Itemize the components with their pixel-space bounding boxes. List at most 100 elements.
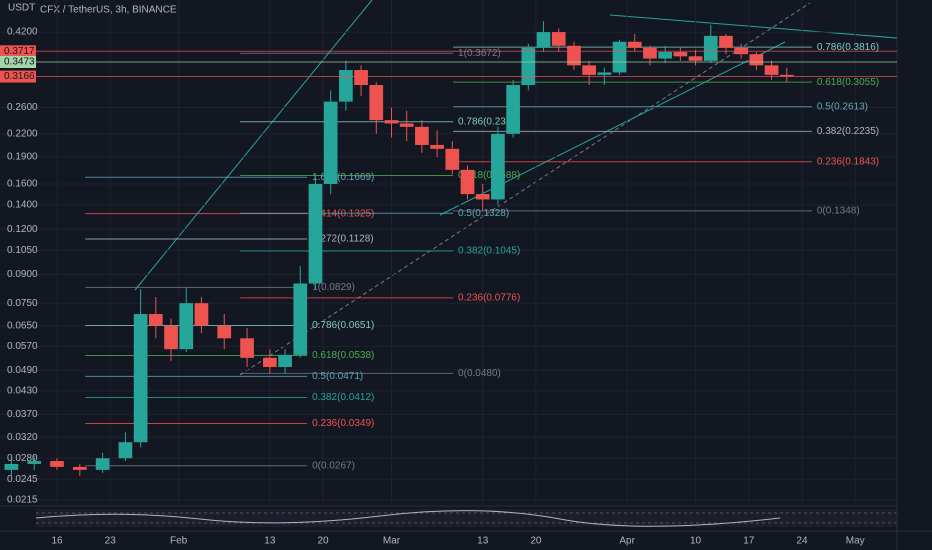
y-tick-label: 0.0215 xyxy=(7,494,38,505)
fib-label: 1(0.3672) xyxy=(458,48,501,59)
candle-body xyxy=(164,325,178,350)
candle-body xyxy=(567,45,581,66)
candle-body xyxy=(308,183,323,284)
candle-body xyxy=(278,354,292,367)
fib-label: 0.236(0.1843) xyxy=(817,156,879,167)
candle-body xyxy=(582,65,596,75)
fib-label: 0.382(0.0412) xyxy=(312,392,374,403)
fib-label: 0.5(0.2613) xyxy=(817,101,868,112)
fib-label: 0.786(0.2376) xyxy=(458,116,520,127)
y-tick-label: 0.0650 xyxy=(7,320,38,331)
y-tick-label: 0.0280 xyxy=(7,453,38,464)
fib-label: 0.618(0.0538) xyxy=(312,350,374,361)
candle-body xyxy=(384,120,399,124)
fib-label: 0.5(0.0471) xyxy=(312,371,363,382)
fib-label: 0.786(0.3816) xyxy=(817,42,879,53)
fib-label: 0.618(0.3055) xyxy=(817,77,879,88)
trendline xyxy=(134,0,373,291)
x-tick-label: May xyxy=(846,536,865,547)
candle-body xyxy=(597,72,612,75)
price-tag xyxy=(0,55,36,68)
fib-label: 0.382(0.1045) xyxy=(458,246,520,257)
candle-body xyxy=(133,314,148,443)
candle-body xyxy=(521,47,536,86)
candle-body xyxy=(673,52,688,57)
candle-body xyxy=(415,126,429,145)
y-tick-label: 0.1900 xyxy=(7,152,38,163)
y-tick-label: 0.0570 xyxy=(7,341,38,352)
x-tick-label: Mar xyxy=(383,536,401,547)
x-tick-label: 10 xyxy=(690,536,702,547)
candle-body xyxy=(118,442,133,459)
price-tag xyxy=(0,70,36,83)
candle-body xyxy=(354,70,368,86)
y-tick-label: 0.0245 xyxy=(7,474,38,485)
candle-body xyxy=(369,85,384,121)
rsi-pane xyxy=(36,509,897,527)
candle-body xyxy=(72,466,87,470)
candle-body xyxy=(779,74,794,77)
price-tag-label: 0.3473 xyxy=(4,57,35,68)
candle-body xyxy=(323,101,338,184)
trendline xyxy=(239,2,811,376)
candle-body xyxy=(240,338,254,358)
candle-body xyxy=(719,35,733,48)
candle-body xyxy=(50,461,64,467)
candle-body xyxy=(627,41,642,48)
candle-body xyxy=(688,56,703,61)
fib-label: 0(0.0267) xyxy=(312,460,355,471)
candle-body xyxy=(506,85,520,134)
y-tick-label: 0.0320 xyxy=(7,432,38,443)
y-tick-label: 0.0750 xyxy=(7,298,38,309)
chart-title: CFX / TetherUS, 3h, BINANCE xyxy=(40,5,177,16)
y-axis-label: USDT xyxy=(8,3,35,14)
x-tick-label: 16 xyxy=(51,536,63,547)
candle-body xyxy=(703,35,718,61)
x-tick-label: 24 xyxy=(796,536,808,547)
y-tick-label: 0.1600 xyxy=(7,179,38,190)
fib-label: 0.382(0.2235) xyxy=(817,126,879,137)
candle-body xyxy=(491,133,505,200)
candle-body xyxy=(612,41,627,73)
candle-body xyxy=(179,303,194,350)
candle-body xyxy=(339,70,353,102)
candle-body xyxy=(658,52,672,59)
candle-body xyxy=(764,65,779,75)
fib-label: 0.618(0.1688) xyxy=(458,170,520,181)
candle-body xyxy=(399,123,414,127)
candle-body xyxy=(749,54,764,66)
candle-body xyxy=(536,32,551,48)
y-tick-label: 0.0490 xyxy=(7,365,38,376)
y-tick-label: 0.0430 xyxy=(7,385,38,396)
fib-label: 0(0.0480) xyxy=(458,368,501,379)
price-tag xyxy=(0,45,36,58)
candle-body xyxy=(460,169,475,195)
candle-body xyxy=(148,314,163,326)
candle-body xyxy=(551,32,566,46)
y-tick-label: 0.1400 xyxy=(7,200,38,211)
fib-label: 1.618(0.1669) xyxy=(312,172,374,183)
candle-body xyxy=(27,461,42,464)
fib-label: 0(0.1348) xyxy=(817,206,860,217)
x-tick-label: 13 xyxy=(264,536,276,547)
fib-label: 0.786(0.0651) xyxy=(312,320,374,331)
candle-body xyxy=(217,325,232,339)
fib-label: 0.236(0.0349) xyxy=(312,418,374,429)
y-tick-label: 0.2600 xyxy=(7,102,38,113)
x-tick-label: 13 xyxy=(477,536,489,547)
trendline xyxy=(609,14,898,39)
y-tick-label: 0.0900 xyxy=(7,269,38,280)
x-tick-label: Apr xyxy=(619,536,635,547)
y-tick-label: 0.0370 xyxy=(7,409,38,420)
x-tick-label: 23 xyxy=(105,536,117,547)
fib-label: 0.5(0.1328) xyxy=(458,208,509,219)
x-tick-label: 20 xyxy=(530,536,542,547)
price-tag-label: 0.3166 xyxy=(4,71,35,82)
candle-body xyxy=(643,47,657,59)
candle-body xyxy=(293,283,308,355)
candle-body xyxy=(445,148,460,170)
price-tag-label: 0.3717 xyxy=(4,46,35,57)
x-tick-label: 17 xyxy=(743,536,755,547)
fib-label: 1.272(0.1128) xyxy=(312,234,374,245)
